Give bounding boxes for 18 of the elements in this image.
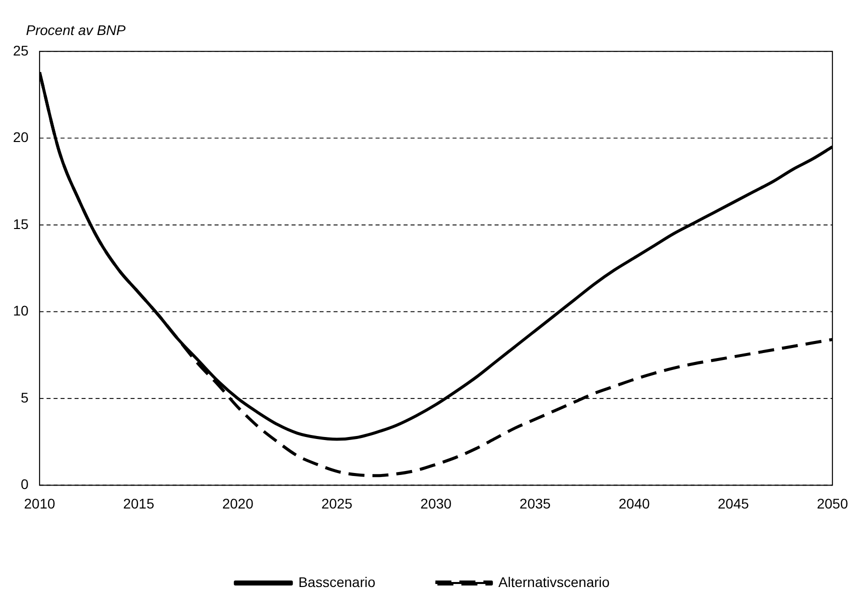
y-tick-label: 15 (12, 216, 29, 232)
x-tick-label: 2050 (816, 495, 848, 512)
x-tick-label: 2030 (420, 495, 452, 512)
y-tick-label: 25 (12, 42, 29, 58)
y-tick-label: 0 (20, 476, 29, 492)
x-tick-label: 2040 (618, 495, 650, 512)
x-tick-label: 2045 (718, 495, 750, 512)
y-tick-label: 5 (20, 389, 29, 406)
x-tick-label: 2020 (222, 495, 254, 512)
y-tick-label: 20 (12, 129, 29, 146)
x-tick-label: 2010 (24, 495, 56, 512)
x-tick-label: 2035 (520, 495, 551, 512)
y-axis-title: Procent av BNP (26, 22, 126, 38)
x-tick-label: 2025 (321, 495, 353, 512)
legend-label: Basscenario (298, 574, 376, 590)
legend-label: Alternativscenario (498, 574, 610, 590)
x-tick-label: 2015 (123, 495, 154, 512)
y-tick-label: 10 (12, 302, 29, 319)
